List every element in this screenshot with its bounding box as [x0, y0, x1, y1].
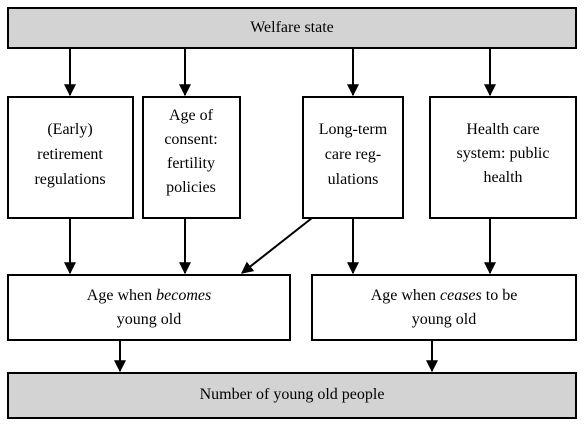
node-label: (Early): [47, 121, 92, 138]
node-label: system: public: [457, 145, 550, 162]
box: [302, 96, 404, 219]
box: [429, 96, 577, 219]
label-segment: young old: [412, 311, 476, 328]
node-label: fertility: [167, 155, 215, 172]
label-segment: Age when: [87, 287, 156, 304]
node-label: health: [483, 169, 522, 186]
node-label: care reg-: [325, 146, 381, 163]
label-segment: regulations: [34, 171, 105, 188]
boxes: [7, 7, 577, 419]
label-segment: Age of: [169, 107, 214, 124]
label-segment: Long-term: [319, 121, 388, 138]
label-segment: fertility: [167, 155, 215, 172]
arrow: [241, 217, 313, 274]
label-segment: health: [483, 169, 522, 186]
box: [142, 96, 241, 219]
label-segment: retirement: [37, 146, 103, 163]
label-segment: becomes: [156, 287, 211, 304]
box: [7, 274, 291, 341]
node-label: retirement: [37, 146, 103, 163]
node-label: Welfare state: [250, 19, 334, 36]
box: [7, 7, 577, 49]
node-label: Age when becomes: [87, 287, 211, 304]
label-segment: Age when: [371, 287, 440, 304]
box: [311, 274, 577, 341]
node-label: Age of: [169, 107, 214, 124]
arrows: [64, 48, 496, 373]
label-segment: consent:: [164, 131, 217, 148]
node-label: Long-term: [319, 121, 388, 138]
label-segment: system: public: [457, 145, 550, 162]
node-label: young old: [412, 311, 476, 328]
label-segment: Number of young old people: [200, 386, 385, 403]
node-label: Age when ceases to be: [371, 287, 518, 304]
box: [7, 372, 577, 419]
label-segment: young old: [117, 311, 181, 328]
box: [7, 96, 134, 219]
node-label: ulations: [328, 171, 379, 188]
label-segment: ulations: [328, 171, 379, 188]
node-label: regulations: [34, 171, 105, 188]
label-segment: policies: [166, 179, 216, 196]
node-label: Health care: [466, 121, 539, 138]
label-segment: Health care: [466, 121, 539, 138]
node-label: young old: [117, 311, 181, 328]
label-segment: to be: [482, 287, 518, 304]
node-label: Number of young old people: [200, 386, 385, 403]
label-segment: Welfare state: [250, 19, 334, 36]
labels: Welfare state (Early) retirement regulation…: [34, 19, 549, 403]
node-label: policies: [166, 179, 216, 196]
label-segment: care reg-: [325, 146, 381, 163]
label-segment: ceases: [440, 287, 482, 304]
node-label: consent:: [164, 131, 217, 148]
label-segment: (Early): [47, 121, 92, 138]
